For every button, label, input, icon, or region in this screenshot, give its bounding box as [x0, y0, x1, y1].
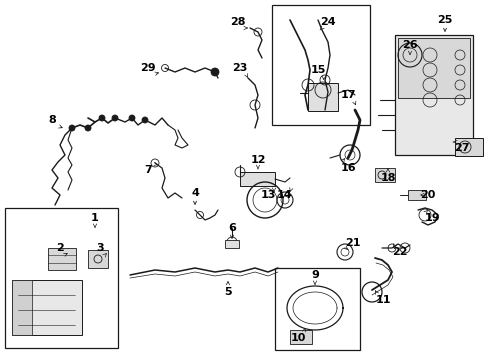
Bar	[374, 168, 394, 182]
Circle shape	[99, 115, 105, 121]
Text: 12: 12	[250, 155, 265, 165]
Text: 29: 29	[140, 63, 156, 73]
Bar	[454, 138, 482, 156]
Text: 22: 22	[391, 247, 407, 257]
Text: 26: 26	[401, 40, 417, 50]
Text: 8: 8	[48, 115, 56, 125]
Text: 18: 18	[380, 173, 395, 183]
Text: 2: 2	[56, 243, 64, 253]
Text: 16: 16	[340, 163, 355, 173]
Circle shape	[112, 115, 118, 121]
Text: 23: 23	[232, 63, 247, 73]
Circle shape	[85, 125, 91, 131]
Text: 11: 11	[374, 295, 390, 305]
Bar	[289, 330, 311, 344]
Bar	[12, 280, 82, 335]
Bar	[88, 250, 108, 268]
Text: 13: 13	[260, 190, 275, 200]
Bar	[12, 280, 32, 335]
Text: 17: 17	[340, 90, 355, 100]
Text: 28: 28	[230, 17, 245, 27]
Text: 1: 1	[91, 213, 99, 223]
Text: 21: 21	[345, 238, 360, 248]
Text: 7: 7	[144, 165, 152, 175]
Text: 3: 3	[96, 243, 103, 253]
Bar	[271, 5, 369, 125]
Text: 4: 4	[191, 188, 199, 198]
Circle shape	[129, 115, 135, 121]
Circle shape	[69, 125, 75, 131]
Bar	[224, 240, 239, 248]
Text: 9: 9	[310, 270, 318, 280]
Bar	[307, 83, 337, 111]
Circle shape	[142, 117, 148, 123]
Bar	[48, 248, 76, 270]
Text: 5: 5	[224, 287, 231, 297]
Text: 10: 10	[290, 333, 305, 343]
Circle shape	[210, 68, 219, 76]
Text: 24: 24	[320, 17, 335, 27]
Text: 14: 14	[277, 190, 292, 200]
Bar	[240, 172, 274, 186]
Text: 27: 27	[453, 143, 469, 153]
Bar	[397, 38, 469, 98]
Bar	[5, 208, 118, 348]
Text: 6: 6	[227, 223, 235, 233]
Bar	[394, 35, 472, 155]
Bar	[274, 268, 359, 350]
Text: 15: 15	[310, 65, 325, 75]
Bar	[407, 190, 425, 200]
Text: 19: 19	[423, 213, 439, 223]
Text: 25: 25	[436, 15, 452, 25]
Text: 20: 20	[420, 190, 435, 200]
